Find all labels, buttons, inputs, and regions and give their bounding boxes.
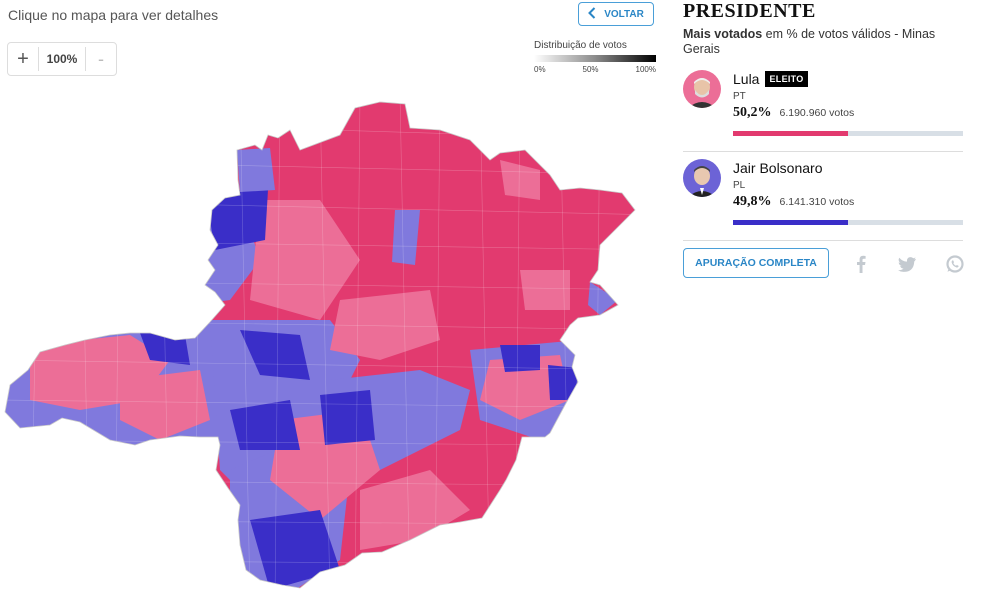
candidate-bolsonaro[interactable]: Jair Bolsonaro PL 49,8% 6.141.310 votos: [683, 159, 963, 237]
panel-title: PRESIDENTE: [683, 0, 816, 22]
panel-subtitle: Mais votados em % de votos válidos - Min…: [683, 27, 963, 57]
candidate-party: PL: [733, 180, 746, 191]
legend-tick: 0%: [534, 65, 546, 74]
full-results-button[interactable]: APURAÇÃO COMPLETA: [683, 248, 829, 278]
back-button[interactable]: VOLTAR: [578, 2, 654, 26]
candidate-percentage: 49,8%: [733, 194, 772, 209]
candidate-name: Jair Bolsonaro: [733, 160, 823, 176]
zoom-control: + 100% -: [7, 42, 117, 76]
twitter-icon[interactable]: [897, 254, 917, 274]
facebook-icon[interactable]: [851, 254, 871, 274]
candidate-name: Lula: [733, 71, 760, 87]
divider: [683, 240, 963, 241]
legend-tick: 100%: [635, 65, 656, 74]
zoom-in-button[interactable]: +: [17, 47, 29, 70]
legend-ticks: 0% 50% 100%: [534, 65, 656, 74]
map-hint: Clique no mapa para ver detalhes: [8, 7, 219, 23]
candidate-lula[interactable]: Lula ELEITO PT 50,2% 6.190.960 votos: [683, 70, 963, 148]
chevron-left-icon: [588, 6, 596, 22]
minas-gerais-map[interactable]: [0, 95, 660, 600]
vote-share-bar: [733, 220, 963, 225]
vote-share-bar: [733, 131, 963, 136]
subtitle-bold: Mais votados: [683, 27, 763, 41]
back-button-label: VOLTAR: [604, 8, 644, 20]
actions-row: APURAÇÃO COMPLETA: [683, 240, 965, 280]
zoom-level: 100%: [38, 47, 86, 71]
candidate-photo-lula: [683, 70, 721, 108]
vote-share-fill: [733, 220, 848, 225]
zoom-out-button[interactable]: -: [98, 48, 104, 69]
candidate-percentage: 50,2%: [733, 105, 772, 120]
divider: [683, 151, 963, 152]
candidate-photo-bolsonaro: [683, 159, 721, 197]
elected-badge: ELEITO: [765, 71, 808, 87]
legend-title: Distribuição de votos: [534, 40, 627, 51]
candidate-votes: 6.190.960 votos: [779, 107, 855, 119]
subtitle-rest: em % de votos válidos - Minas Gerais: [683, 27, 936, 56]
vote-share-fill: [733, 131, 849, 136]
results-panel: PRESIDENTE Mais votados em % de votos vá…: [683, 0, 965, 280]
legend-tick: 50%: [582, 65, 599, 74]
vote-distribution-legend: Distribuição de votos 0% 50% 100%: [534, 40, 656, 74]
candidate-party: PT: [733, 91, 746, 102]
whatsapp-icon[interactable]: [945, 254, 965, 274]
legend-gradient: [534, 55, 656, 62]
candidate-votes: 6.141.310 votos: [779, 196, 855, 208]
